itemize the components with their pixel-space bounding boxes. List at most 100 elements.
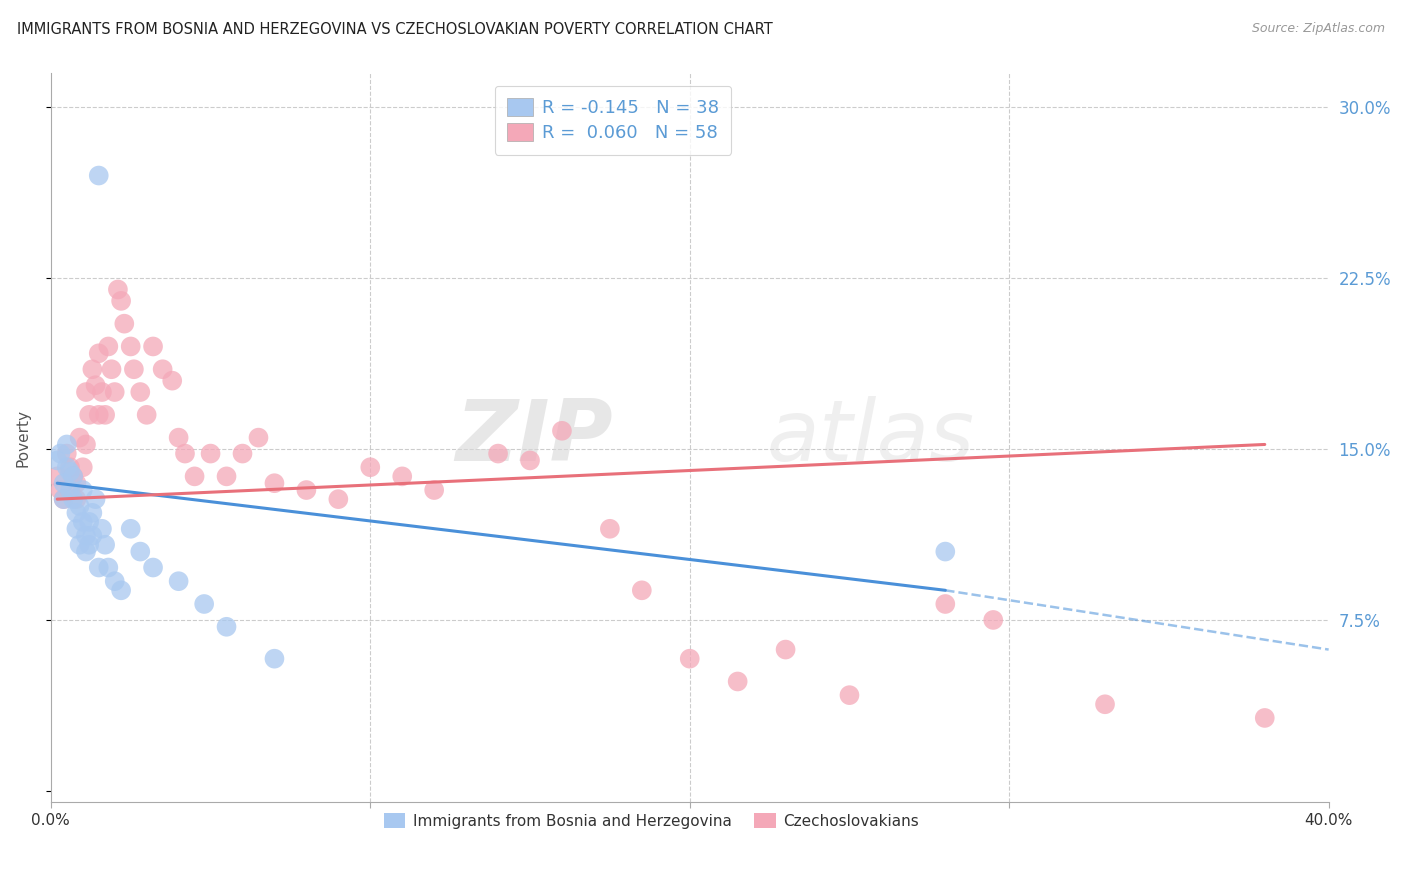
Point (56, 437, 79, 451)
Point (82, 506, 104, 520)
Point (183, 469, 205, 483)
Point (87, 346, 110, 360)
Point (87, 560, 110, 574)
Point (84, 492, 107, 507)
Point (215, 469, 238, 483)
Point (49, 483, 72, 497)
Point (1094, 698, 1116, 712)
Point (65, 522, 87, 536)
Point (129, 385, 152, 400)
Point (56, 460, 79, 475)
Point (120, 522, 142, 536)
Point (142, 339, 165, 353)
Point (838, 688, 860, 702)
Legend: Immigrants from Bosnia and Herzegovina, Czechoslovakians: Immigrants from Bosnia and Herzegovina, … (377, 807, 925, 835)
Point (82, 362, 104, 376)
Point (72, 515, 94, 529)
Point (104, 574, 127, 589)
Point (110, 583, 132, 598)
Point (72, 483, 94, 497)
Point (56, 446, 79, 460)
Point (91, 385, 114, 400)
Point (87, 169, 110, 183)
Point (94, 408, 117, 422)
Point (52, 492, 75, 507)
Point (97, 560, 120, 574)
Point (167, 431, 190, 445)
Point (77, 408, 100, 422)
Point (82, 528, 104, 542)
Point (727, 674, 749, 689)
Point (75, 528, 97, 542)
Point (135, 408, 157, 422)
Point (97, 339, 120, 353)
Point (152, 362, 174, 376)
Point (599, 522, 621, 536)
Point (160, 374, 183, 388)
Point (77, 538, 100, 552)
Point (934, 597, 956, 611)
Text: ZIP: ZIP (456, 396, 613, 479)
Point (65, 506, 87, 520)
Point (62, 492, 84, 507)
Point (981, 613, 1004, 627)
Point (69, 538, 91, 552)
Point (359, 460, 381, 475)
Point (551, 424, 574, 438)
Point (775, 642, 797, 657)
Point (110, 293, 132, 308)
Point (49, 446, 72, 460)
Point (77, 515, 100, 529)
Point (104, 385, 127, 400)
Point (59, 483, 82, 497)
Point (231, 446, 253, 460)
Point (69, 431, 91, 445)
Point (200, 446, 222, 460)
Point (167, 574, 190, 589)
Point (247, 431, 270, 445)
Point (215, 620, 238, 634)
Point (486, 446, 509, 460)
Point (46, 453, 69, 467)
Point (193, 597, 215, 611)
Point (52, 492, 75, 507)
Point (174, 446, 197, 460)
Point (391, 469, 413, 483)
Point (630, 583, 652, 598)
Point (65, 476, 87, 491)
Point (423, 483, 446, 497)
Point (72, 460, 94, 475)
Text: IMMIGRANTS FROM BOSNIA AND HERZEGOVINA VS CZECHOSLOVAKIAN POVERTY CORRELATION CH: IMMIGRANTS FROM BOSNIA AND HERZEGOVINA V… (17, 22, 773, 37)
Point (112, 317, 135, 331)
Point (62, 469, 84, 483)
Point (59, 460, 82, 475)
Point (75, 544, 97, 558)
Point (69, 499, 91, 513)
Point (263, 476, 285, 491)
Point (84, 378, 107, 392)
Point (91, 522, 114, 536)
Point (87, 408, 110, 422)
Text: Source: ZipAtlas.com: Source: ZipAtlas.com (1251, 22, 1385, 36)
Point (46, 469, 69, 483)
Point (679, 651, 702, 665)
Point (62, 469, 84, 483)
Point (295, 483, 318, 497)
Point (75, 385, 97, 400)
Point (328, 492, 350, 507)
Point (122, 362, 145, 376)
Point (934, 544, 956, 558)
Point (263, 651, 285, 665)
Point (94, 538, 117, 552)
Y-axis label: Poverty: Poverty (15, 409, 30, 467)
Point (107, 283, 129, 297)
Point (100, 362, 122, 376)
Point (52, 476, 75, 491)
Point (75, 437, 97, 451)
Point (129, 544, 152, 558)
Point (120, 339, 142, 353)
Point (1254, 711, 1277, 725)
Point (59, 465, 82, 479)
Point (142, 560, 165, 574)
Point (519, 453, 541, 467)
